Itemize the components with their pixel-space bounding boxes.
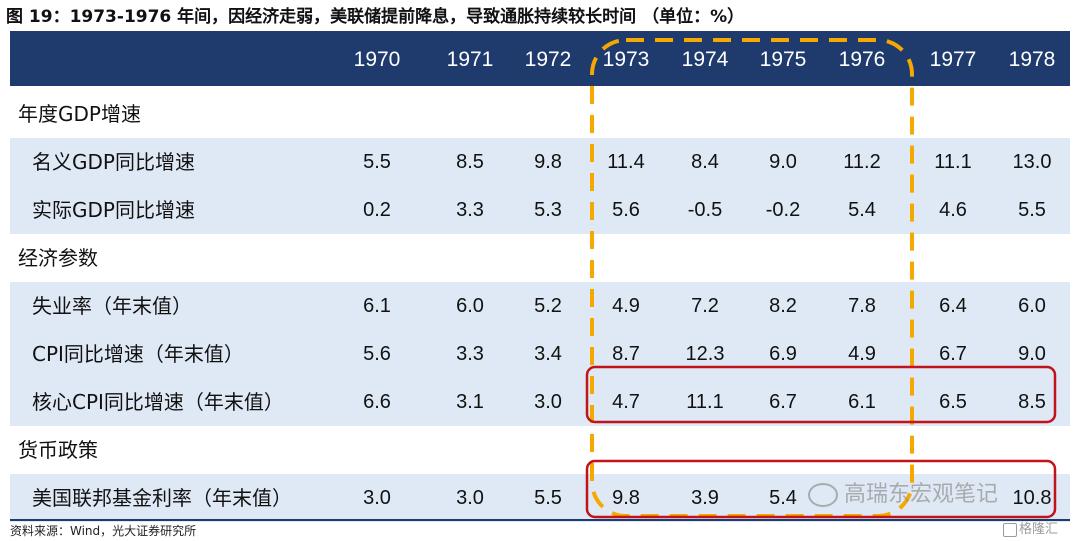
year-header-1978: 1978 xyxy=(1008,48,1056,71)
table-cell: 7.8 xyxy=(848,295,876,317)
table-cell: 3.0 xyxy=(363,487,391,509)
table-cell: 11.1 xyxy=(686,391,724,413)
table-cell: 6.1 xyxy=(848,391,876,413)
bottom-rule xyxy=(10,519,1070,521)
row-label: 名义GDP同比增速 xyxy=(32,150,195,174)
table-cell: 11.4 xyxy=(607,151,645,173)
row-label: CPI同比增速（年末值） xyxy=(32,342,244,366)
section-label: 经济参数 xyxy=(18,246,98,270)
year-header-1972: 1972 xyxy=(524,48,572,71)
table-cell: 3.0 xyxy=(534,391,562,413)
table-cell: 9.0 xyxy=(1018,343,1046,365)
table-cell: 6.4 xyxy=(939,295,967,317)
table-cell: 3.4 xyxy=(534,343,562,365)
table-cell: 6.9 xyxy=(769,343,797,365)
table-cell: 8.5 xyxy=(456,151,484,173)
table-cell: 6.0 xyxy=(456,295,484,317)
table-cell: 7.2 xyxy=(691,295,719,317)
section-row xyxy=(10,426,1070,474)
top-rule xyxy=(10,31,1070,33)
wechat-icon xyxy=(808,483,838,507)
table-cell: 6.1 xyxy=(363,295,391,317)
table-cell: 5.2 xyxy=(534,295,562,317)
logo-text: 格隆汇 xyxy=(1019,522,1059,537)
table-cell: 5.5 xyxy=(534,487,562,509)
section-row xyxy=(10,234,1070,282)
year-header-1973: 1973 xyxy=(602,48,650,71)
table-cell: 8.7 xyxy=(612,343,640,365)
logo-icon xyxy=(1003,522,1017,537)
table-cell: 6.0 xyxy=(1018,295,1046,317)
table-cell: 5.5 xyxy=(363,151,391,173)
corner-logo: 格隆汇 xyxy=(1003,520,1058,540)
table-cell: 6.5 xyxy=(939,391,967,413)
table-cell: 9.8 xyxy=(534,151,562,173)
figure-title: 图 19：1973-1976 年间，因经济走弱，美联储提前降息，导致通胀持续较长… xyxy=(6,7,745,27)
section-label: 货币政策 xyxy=(18,438,98,462)
table-cell: 5.5 xyxy=(1018,199,1046,221)
source-note: 资料来源：Wind，光大证券研究所 xyxy=(10,524,197,538)
table-cell: 4.9 xyxy=(848,343,876,365)
watermark: 高瑞东宏观笔记 xyxy=(808,478,998,512)
table-cell: 3.9 xyxy=(691,487,719,509)
table-cell: 6.7 xyxy=(939,343,967,365)
table-cell: -0.2 xyxy=(765,199,801,221)
year-header-1971: 1971 xyxy=(446,48,494,71)
table-cell: 6.7 xyxy=(769,391,797,413)
table-cell: 12.3 xyxy=(685,343,725,365)
table-cell: 5.4 xyxy=(848,199,876,221)
table-cell: 8.4 xyxy=(691,151,719,173)
table-cell: 3.1 xyxy=(456,391,484,413)
table-cell: 5.6 xyxy=(363,343,391,365)
table-cell: 10.8 xyxy=(1012,487,1052,509)
table-cell: 11.1 xyxy=(934,151,972,173)
row-label: 实际GDP同比增速 xyxy=(32,198,195,222)
row-label: 失业率（年末值） xyxy=(32,294,192,318)
section-label: 年度GDP增速 xyxy=(18,102,141,126)
row-label: 核心CPI同比增速（年末值） xyxy=(32,390,284,414)
table-cell: 0.2 xyxy=(363,199,391,221)
table-cell: 6.6 xyxy=(363,391,391,413)
table-cell: 4.6 xyxy=(939,199,967,221)
table-cell: 9.8 xyxy=(612,487,640,509)
table-cell: 9.0 xyxy=(769,151,797,173)
year-header-1974: 1974 xyxy=(681,48,729,71)
table-cell: 4.7 xyxy=(612,391,640,413)
table-cell: 5.6 xyxy=(612,199,640,221)
table-cell: 11.2 xyxy=(843,151,881,173)
watermark-text: 高瑞东宏观笔记 xyxy=(844,482,999,507)
section-row xyxy=(10,90,1070,138)
table-cell: 5.3 xyxy=(534,199,562,221)
row-label: 美国联邦基金利率（年末值） xyxy=(32,486,292,510)
table-cell: 3.3 xyxy=(456,343,484,365)
table-cell: -0.5 xyxy=(687,199,723,221)
year-header-1975: 1975 xyxy=(759,48,807,71)
table-cell: 8.2 xyxy=(769,295,797,317)
table-cell: 3.3 xyxy=(456,199,484,221)
year-header-1970: 1970 xyxy=(353,48,401,71)
year-header-1977: 1977 xyxy=(929,48,977,71)
table-cell: 13.0 xyxy=(1012,151,1052,173)
table-cell: 4.9 xyxy=(612,295,640,317)
year-header-1976: 1976 xyxy=(838,48,886,71)
table-cell: 3.0 xyxy=(456,487,484,509)
table-cell: 8.5 xyxy=(1018,391,1046,413)
